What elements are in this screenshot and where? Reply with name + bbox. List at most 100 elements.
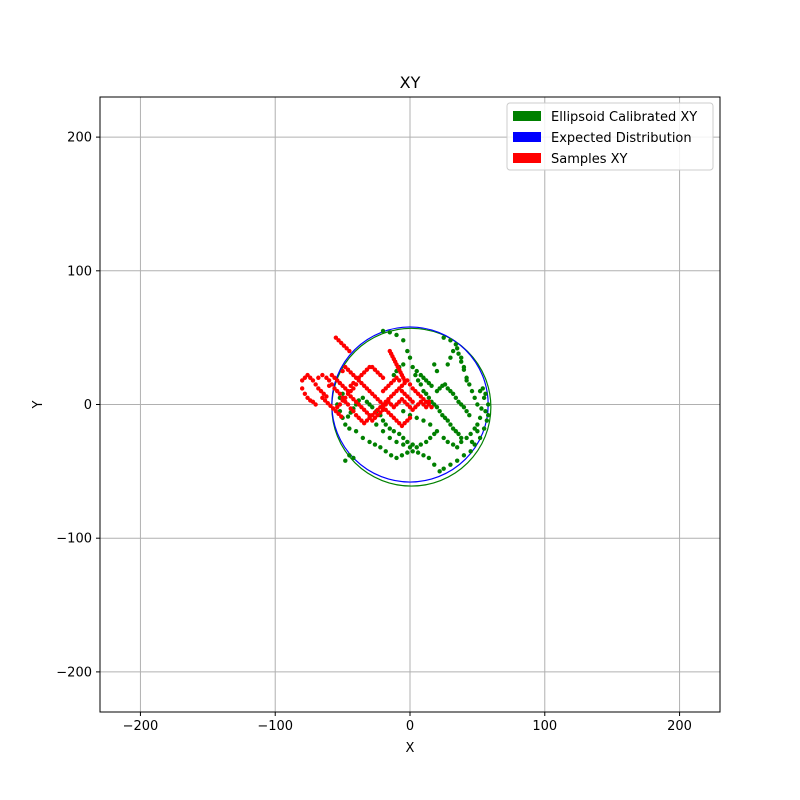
data-point: [459, 435, 464, 441]
data-point: [434, 368, 440, 374]
data-point: [434, 388, 440, 394]
data-point: [383, 386, 388, 391]
data-point: [468, 449, 473, 454]
data-point: [336, 411, 341, 417]
data-point: [316, 386, 321, 391]
data-point: [456, 399, 461, 405]
data-point: [402, 378, 407, 383]
data-point: [450, 391, 456, 397]
data-layer: [299, 326, 492, 487]
data-point: [348, 394, 353, 399]
data-point: [429, 383, 434, 388]
legend-swatch: [513, 153, 541, 163]
data-point: [375, 412, 380, 418]
data-point: [347, 348, 352, 354]
data-point: [372, 415, 378, 421]
data-point: [413, 372, 418, 378]
data-point: [328, 403, 333, 409]
data-point: [410, 364, 415, 370]
data-point: [448, 338, 453, 343]
data-point: [445, 386, 450, 391]
legend-box: [506, 102, 714, 171]
data-point: [405, 450, 410, 455]
data-point: [448, 462, 453, 467]
series-group: [299, 335, 434, 429]
data-point: [441, 435, 446, 441]
data-point: [374, 422, 379, 427]
data-point: [305, 395, 310, 401]
x-tick-label: 0: [406, 719, 414, 734]
chart-title: XY: [400, 73, 421, 92]
data-point: [361, 407, 367, 413]
legend-label: Samples XY: [551, 152, 628, 167]
data-point: [391, 378, 397, 383]
data-point: [388, 380, 394, 386]
data-point: [445, 418, 450, 423]
data-point: [320, 372, 325, 378]
data-point: [345, 402, 351, 407]
data-point: [394, 332, 399, 338]
data-point: [380, 375, 386, 380]
data-point: [321, 391, 326, 397]
data-point: [475, 422, 480, 427]
data-point: [477, 435, 483, 441]
data-point: [316, 375, 321, 380]
data-point: [335, 378, 340, 383]
data-point: [394, 375, 399, 380]
data-point: [401, 362, 406, 367]
data-point: [351, 380, 356, 386]
data-point: [448, 388, 453, 394]
data-point: [335, 404, 340, 410]
data-point: [472, 395, 477, 401]
data-point: [461, 453, 467, 458]
data-point: [335, 388, 340, 394]
data-point: [440, 412, 445, 418]
data-point: [401, 435, 406, 441]
data-point: [484, 418, 490, 423]
data-point: [367, 402, 372, 407]
data-point: [434, 429, 440, 434]
data-point: [437, 386, 442, 391]
data-point: [468, 431, 473, 437]
data-point: [302, 391, 308, 397]
data-point: [325, 400, 330, 406]
data-point: [340, 383, 345, 388]
data-point: [426, 455, 432, 461]
data-point: [448, 422, 453, 427]
data-point: [453, 429, 459, 434]
data-point: [464, 408, 469, 414]
data-point: [399, 423, 405, 429]
x-tick-label: −100: [257, 719, 293, 734]
data-point: [461, 367, 467, 372]
data-point: [375, 396, 380, 402]
data-point: [310, 378, 316, 383]
data-point: [394, 418, 399, 423]
data-point: [407, 415, 413, 421]
data-point: [351, 408, 356, 414]
data-point: [370, 404, 375, 410]
data-point: [383, 449, 388, 454]
x-axis-label: X: [406, 741, 415, 756]
data-point: [405, 348, 410, 354]
data-point: [347, 453, 352, 458]
data-point: [302, 375, 308, 380]
data-point: [407, 445, 413, 450]
data-point: [397, 431, 402, 437]
data-point: [421, 375, 426, 380]
legend-swatch: [513, 132, 541, 142]
data-point: [414, 445, 419, 450]
data-point: [475, 429, 480, 434]
data-point: [421, 396, 426, 402]
data-point: [313, 402, 318, 407]
data-point: [405, 439, 410, 445]
data-point: [423, 378, 429, 383]
data-point: [418, 394, 423, 399]
data-point: [472, 442, 477, 447]
data-point: [387, 330, 392, 335]
data-point: [397, 378, 402, 383]
data-point: [367, 439, 372, 445]
data-point: [388, 453, 394, 458]
data-point: [394, 402, 399, 407]
data-point: [380, 388, 386, 394]
